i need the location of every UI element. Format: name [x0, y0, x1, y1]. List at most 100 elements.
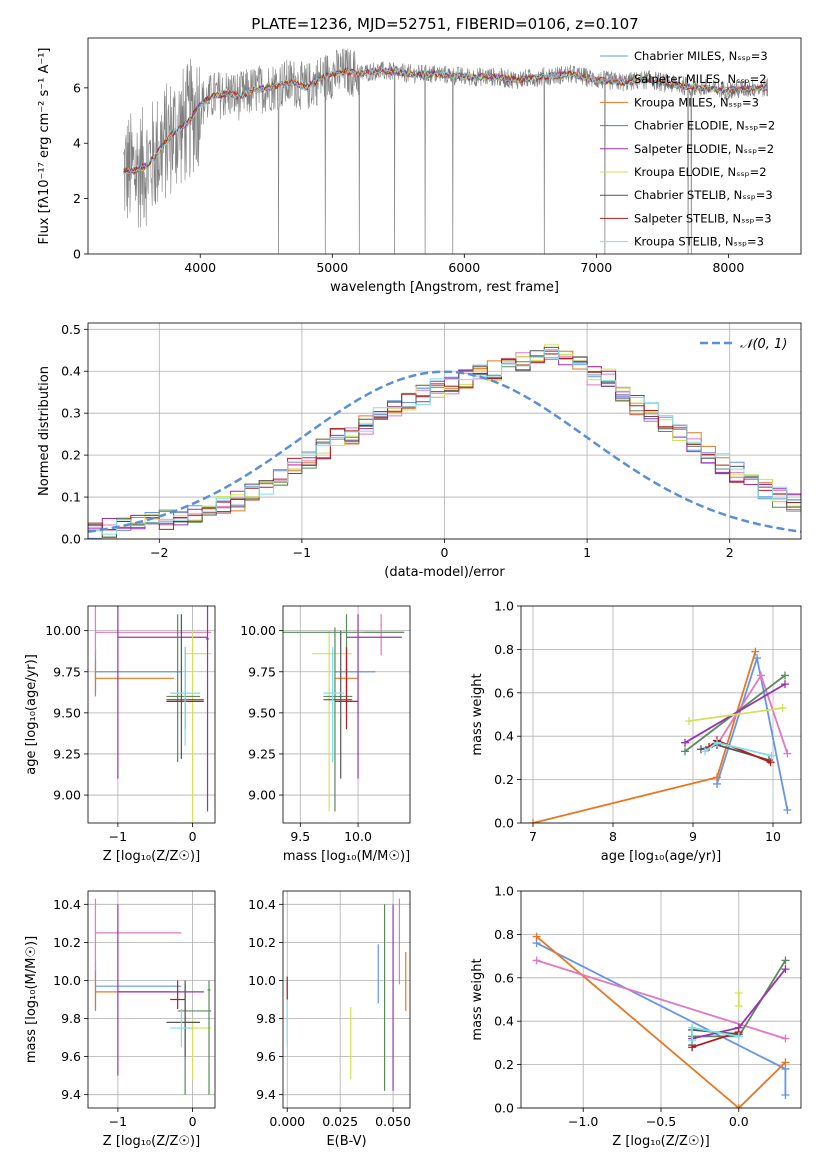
mass-weight-vs-metallicity-panel: −1.0 −0.5 0.0 0.0 0.2 0.4 0.6 0.8 1.0 Z [log₁₀(Z/…	[470, 884, 802, 1149]
weight-marker	[681, 738, 689, 747]
ticks: 7 8 9 10 0.0 0.2 0.4 0.6 0.8 1.0	[494, 599, 781, 845]
weight-marker	[778, 703, 787, 712]
x-tick-label: 7	[529, 829, 537, 844]
weight-marker	[688, 1023, 697, 1032]
ticks: −1.0 −0.5 0.0 0.0 0.2 0.4 0.6 0.8 1.0	[494, 884, 749, 1130]
y-tick-label: 9.4	[61, 1087, 81, 1102]
y-tick-label: 0.0	[494, 816, 514, 831]
x-tick-label: 0.000	[269, 1114, 305, 1129]
y-tick-label: 0.6	[494, 970, 514, 985]
errorbar	[177, 984, 212, 1095]
x-tick-label: 5000	[316, 260, 348, 275]
weight-marker	[783, 749, 792, 758]
errorbar	[94, 970, 171, 1011]
x-tick-label: 8000	[712, 260, 744, 275]
plot-area	[123, 48, 768, 254]
errorbar	[166, 614, 201, 763]
axes-frame	[282, 890, 411, 1109]
weight-marker	[751, 647, 760, 656]
age-vs-metallicity-panel: −1 0 9.00 9.25 9.50 9.75 10.00 Z [log₁₀(Z/Z☉)] a…	[24, 605, 216, 864]
legend-label: Chabrier ELODIE, Nₛₛₚ=2	[634, 119, 775, 133]
x-tick-label: −1.0	[568, 1114, 598, 1129]
errorbar	[166, 980, 201, 1057]
weight-marker	[532, 932, 541, 941]
weight-line	[536, 935, 787, 1108]
weight-marker	[781, 1034, 790, 1043]
weight-marker	[783, 805, 792, 814]
gridlines	[88, 323, 801, 540]
axes-frame	[520, 605, 802, 824]
plot-area	[286, 898, 407, 1091]
mass-weight-vs-age-panel: 7 8 9 10 0.0 0.2 0.4 0.6 0.8 1.0 age [log₁₀(age/yr…	[470, 599, 802, 864]
y-tick-label: 10.4	[53, 897, 81, 912]
legend-label: Kroupa MILES, Nₛₛₚ=3	[634, 95, 759, 109]
y-tick-label: 10.00	[45, 623, 81, 638]
weight-marker	[701, 747, 709, 756]
weight-marker	[766, 758, 775, 767]
y-tick-label: 10.0	[248, 973, 276, 988]
y-tick-label: 9.6	[256, 1049, 276, 1064]
x-axis-label: age [log₁₀(age/yr)]	[601, 849, 722, 864]
model-spectrum-line	[123, 67, 768, 175]
y-axis-label: mass weight	[470, 958, 485, 1040]
histogram-steps	[88, 346, 801, 539]
axes-frame	[87, 890, 216, 1109]
weight-marker	[734, 1032, 743, 1041]
y-tick-label: 1.0	[494, 599, 514, 614]
ticks: −1 0 9.4 9.6 9.8 10.0 10.2 10.4	[53, 897, 196, 1129]
errorbar	[94, 660, 174, 697]
y-tick-label: 0.8	[494, 642, 514, 657]
ticks: −1 0 9.00 9.25 9.50 9.75 10.00	[45, 623, 196, 844]
mass-vs-ebv-panel: 0.000 0.025 0.050 9.4 9.6 9.8 10.0 10.2 10.4 E(B-…	[248, 890, 411, 1149]
legend-label: Salpeter MILES, Nₛₛₚ=2	[634, 72, 767, 86]
figure-title: PLATE=1236, MJD=52751, FIBERID=0106, z=0…	[251, 15, 638, 33]
y-tick-label: 9.4	[256, 1087, 276, 1102]
weight-marker	[781, 956, 790, 965]
y-tick-label: 9.75	[53, 664, 81, 679]
x-tick-label: 7000	[580, 260, 612, 275]
x-tick-label: −2	[150, 545, 168, 560]
weight-line	[536, 959, 786, 1040]
ticks: 0.000 0.025 0.050 9.4 9.6 9.8 10.0 10.2 10.4	[248, 897, 411, 1129]
x-tick-label: 0.025	[322, 1114, 358, 1129]
errorbar	[94, 961, 182, 1010]
weight-marker	[713, 738, 721, 747]
mass-vs-metallicity-panel: −1 0 9.4 9.6 9.8 10.0 10.2 10.4 Z [log₁₀(Z/Z☉)] m…	[24, 890, 216, 1149]
axes-frame	[87, 37, 802, 255]
y-tick-label: 0.5	[61, 322, 81, 337]
errorbar	[170, 1009, 193, 1048]
weight-line	[688, 707, 783, 722]
x-tick-label: 9	[689, 829, 697, 844]
errorbar	[170, 647, 201, 746]
gridlines	[283, 891, 410, 1108]
model-spectrum-line	[123, 67, 768, 175]
weight-marker	[532, 956, 541, 965]
y-tick-label: 0.6	[494, 685, 514, 700]
x-axis-label: mass [log₁₀(M/M☉)]	[283, 849, 410, 864]
legend-label: Kroupa STELIB, Nₛₛₚ=3	[634, 235, 764, 249]
y-tick-label: 10.2	[248, 935, 276, 950]
y-tick-label: 9.00	[248, 788, 276, 803]
ticks: −2 −1 0 1 2 0.0 0.1 0.2 0.3 0.4 0.5	[61, 322, 734, 560]
y-axis-label: mass weight	[470, 673, 485, 755]
observed-spectrum-line	[123, 48, 768, 254]
weight-marker	[781, 680, 789, 689]
x-tick-label: 2	[726, 545, 734, 560]
plot-area	[94, 898, 212, 1095]
legend-label: Kroupa ELODIE, Nₛₛₚ=2	[634, 165, 767, 179]
y-tick-label: 0.0	[494, 1101, 514, 1116]
x-tick-label: 4000	[184, 260, 216, 275]
x-tick-label: 0	[189, 1114, 197, 1129]
weight-marker	[734, 1104, 743, 1108]
errorbar	[323, 627, 353, 812]
y-tick-label: 0.2	[61, 448, 81, 463]
y-tick-label: 0	[73, 247, 81, 262]
errorbar	[94, 650, 182, 694]
errorbar	[206, 606, 210, 812]
x-axis-label: (data-model)/error	[384, 565, 505, 580]
legend-label: Salpeter ELODIE, Nₛₛₚ=2	[634, 142, 774, 156]
x-tick-label: −1	[109, 829, 127, 844]
x-axis-label: Z [log₁₀(Z/Z☉)]	[103, 1134, 200, 1149]
errorbar	[207, 980, 211, 1095]
y-axis-label: Flux [fλ10⁻¹⁷ erg cm⁻² s⁻¹ A⁻¹]	[37, 48, 52, 245]
